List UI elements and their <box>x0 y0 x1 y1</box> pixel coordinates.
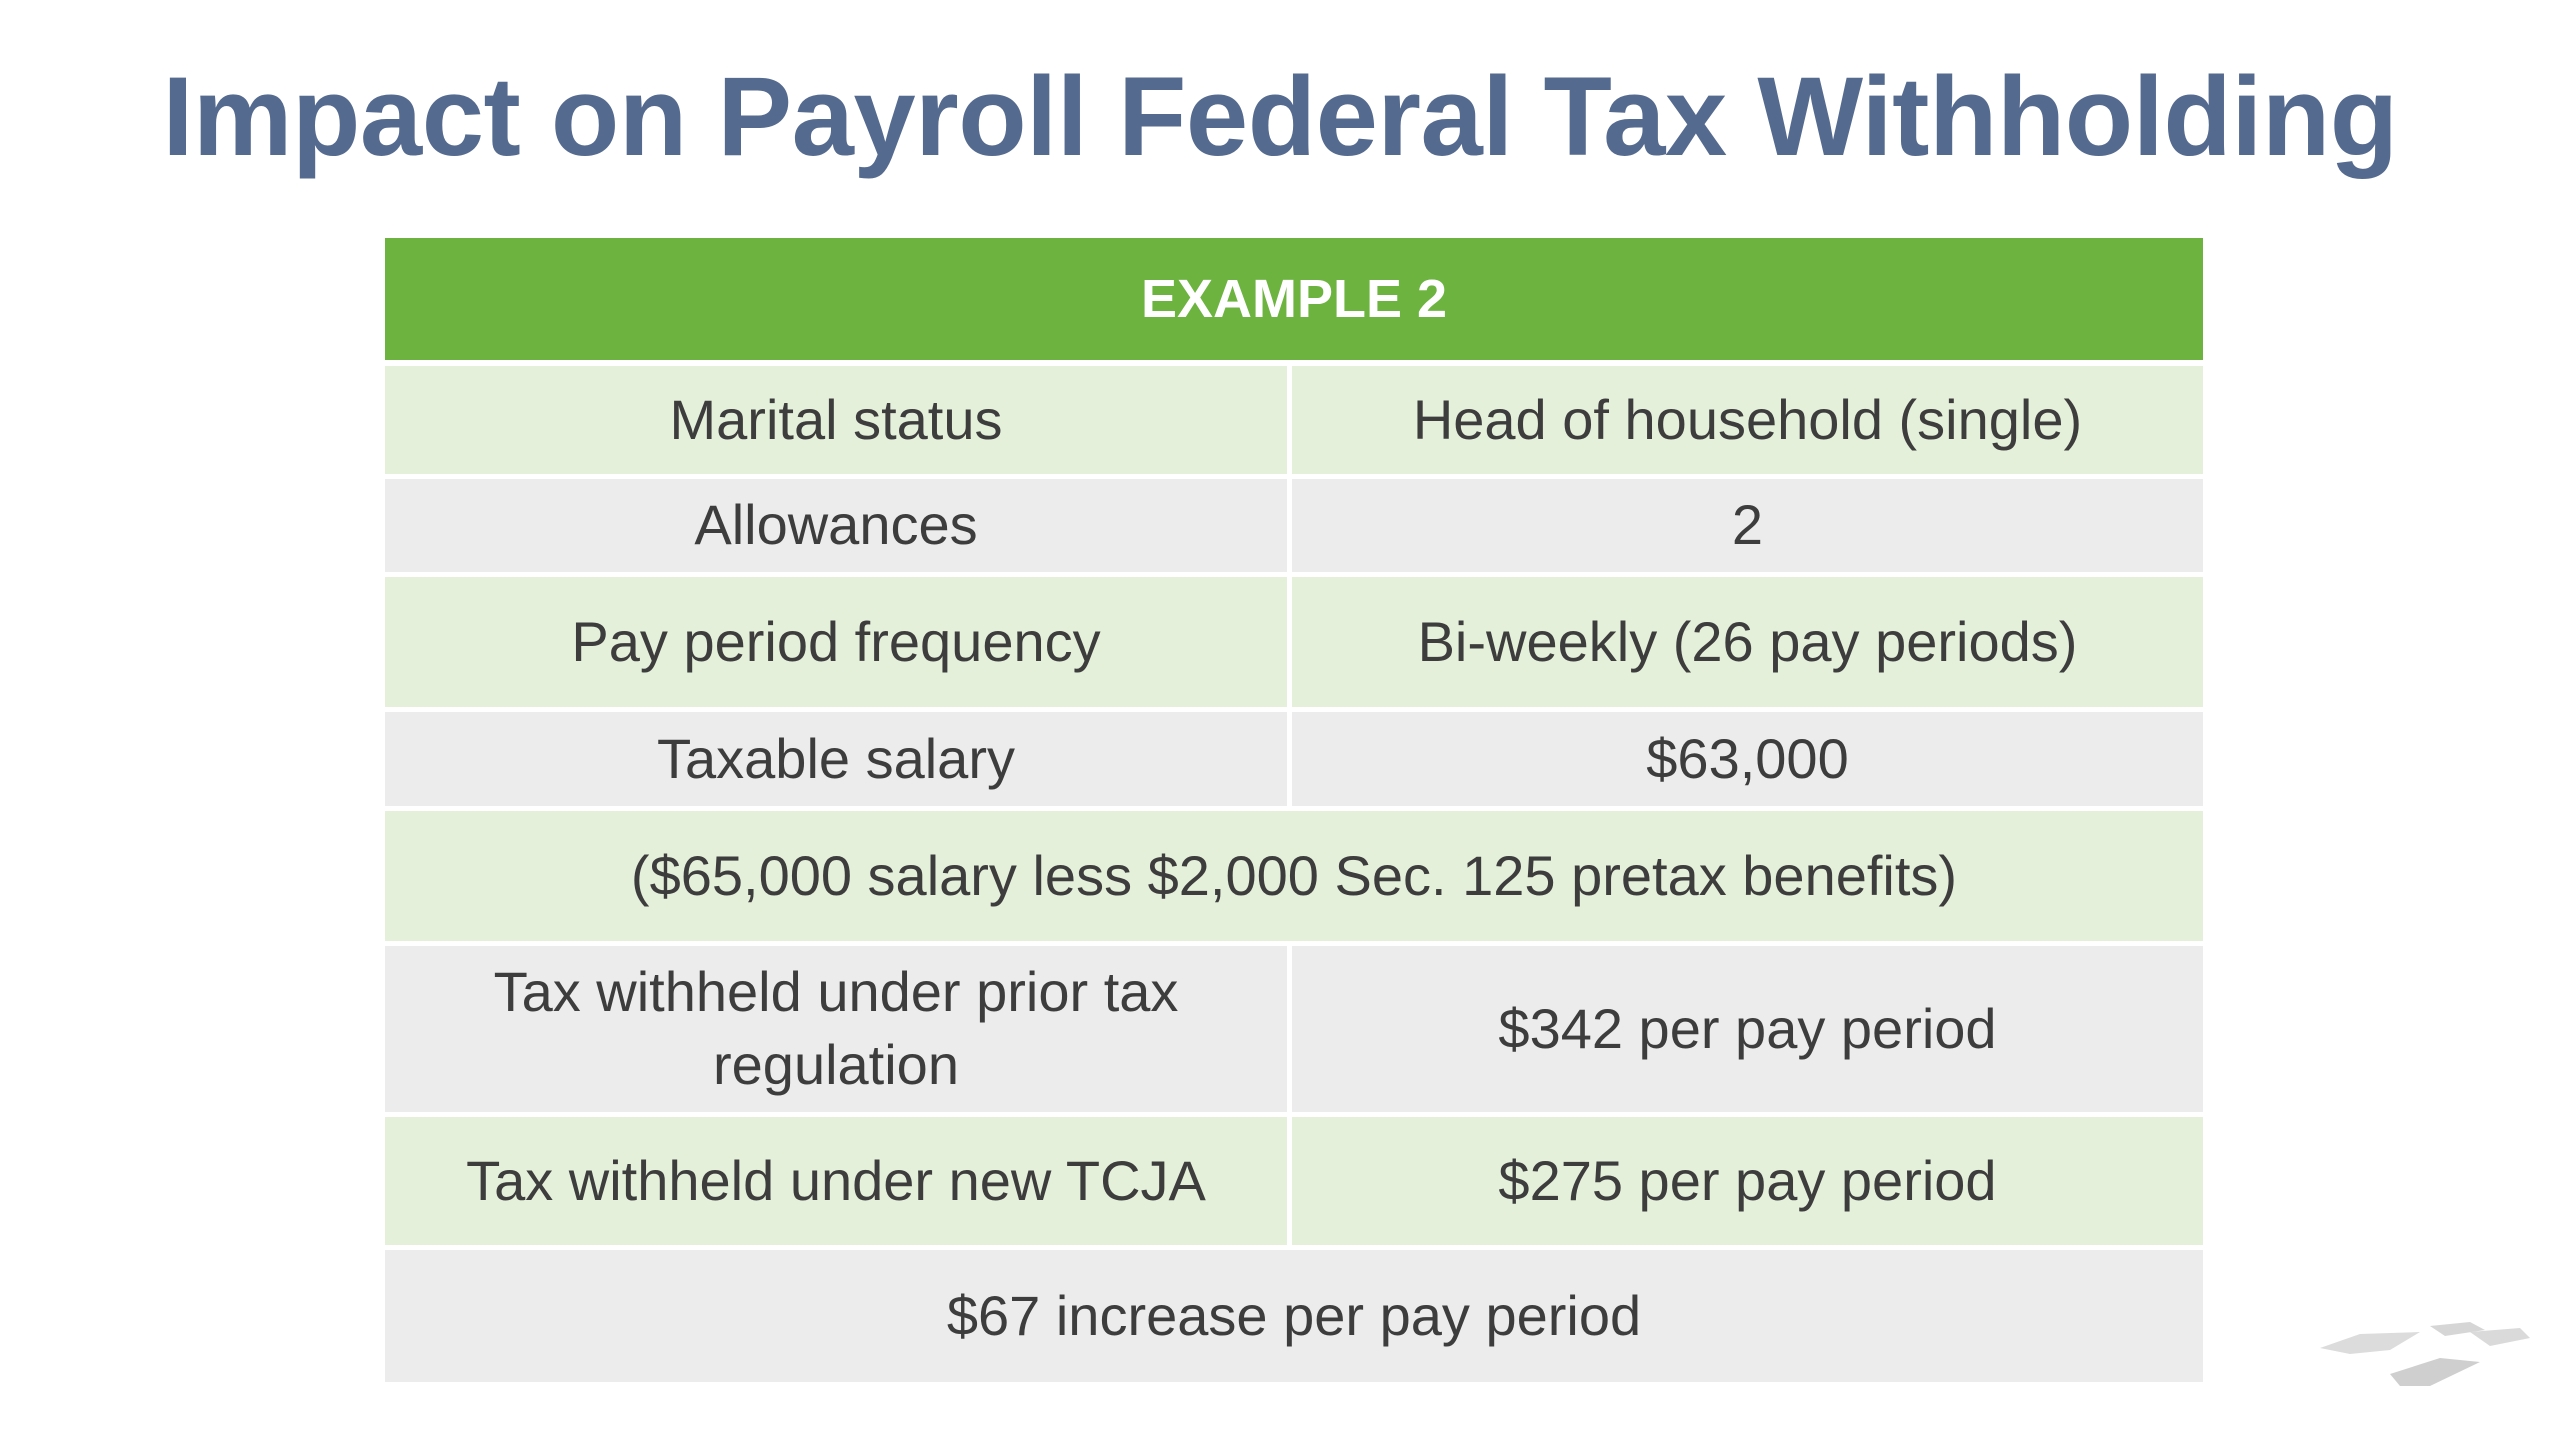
row-label: Pay period frequency <box>385 577 1292 707</box>
row-value: $275 per pay period <box>1498 1148 1997 1212</box>
row-value: Head of household (single) <box>1412 387 2083 451</box>
table-row-prior-withholding: Tax withheld under prior tax regulation … <box>385 946 2203 1112</box>
row-value: $342 per pay period <box>1498 996 1997 1060</box>
row-label: Tax withheld under prior tax regulation <box>385 946 1292 1112</box>
table-row-taxable-salary: Taxable salary $63,000 <box>385 712 2203 806</box>
example-table: EXAMPLE 2 Marital status Head of househo… <box>385 238 2203 1387</box>
row-label: Tax withheld under new TCJA <box>385 1117 1292 1245</box>
table-row-pay-frequency: Pay period frequency Bi-weekly (26 pay p… <box>385 577 2203 707</box>
table-row-salary-note: ($65,000 salary less $2,000 Sec. 125 pre… <box>385 811 2203 941</box>
row-value: $63,000 <box>1646 726 1849 790</box>
table-row-marital-status: Marital status Head of household (single… <box>385 366 2203 474</box>
row-value: 2 <box>1731 493 1764 557</box>
table-row-new-withholding: Tax withheld under new TCJA $275 per pay… <box>385 1117 2203 1245</box>
slide-title: Impact on Payroll Federal Tax Withholdin… <box>162 54 2398 179</box>
row-value: Bi-weekly (26 pay periods) <box>1417 609 2078 673</box>
salary-note: ($65,000 salary less $2,000 Sec. 125 pre… <box>630 843 1958 907</box>
table-header: EXAMPLE 2 <box>385 238 2203 360</box>
row-label: Marital status <box>385 366 1292 474</box>
stacked-tiles-logo-icon <box>2320 1322 2530 1386</box>
table-row-summary: $67 increase per pay period <box>385 1250 2203 1382</box>
row-label: Allowances <box>385 479 1292 572</box>
table-row-allowances: Allowances 2 <box>385 479 2203 572</box>
row-label: Taxable salary <box>385 712 1292 806</box>
summary-text: $67 increase per pay period <box>946 1283 1642 1347</box>
